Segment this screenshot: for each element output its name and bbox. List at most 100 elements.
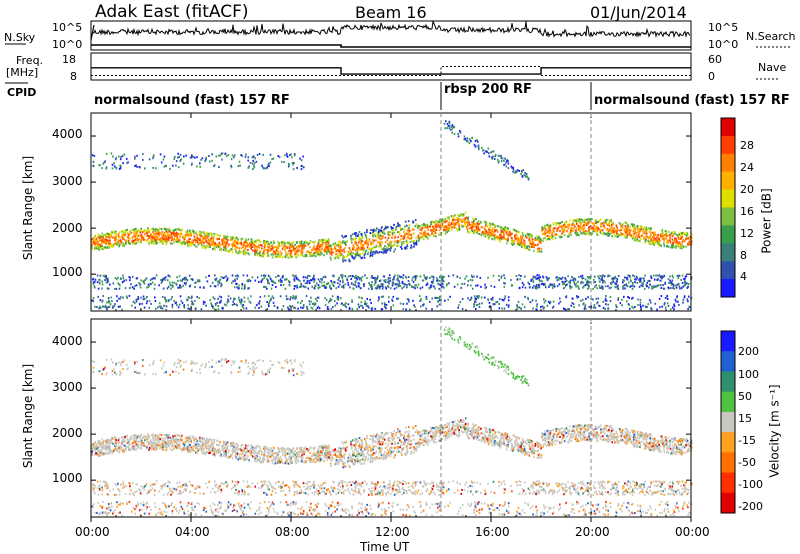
power-echo-point bbox=[120, 236, 123, 239]
power-echo-point bbox=[554, 227, 556, 230]
power-echo-point bbox=[352, 244, 355, 247]
power-echo-point bbox=[179, 286, 181, 288]
power-echo-point bbox=[284, 287, 287, 290]
power-echo-point bbox=[578, 287, 580, 290]
power-echo-point bbox=[118, 155, 120, 158]
power-echo-point bbox=[453, 222, 456, 225]
power-echo-point bbox=[607, 234, 609, 237]
power-echo-point bbox=[258, 252, 261, 254]
power-echo-point bbox=[601, 285, 603, 288]
power-echo-point bbox=[238, 250, 241, 253]
power-echo-point bbox=[392, 304, 395, 307]
power-echo-point bbox=[267, 274, 270, 277]
power-echo-point bbox=[329, 244, 332, 247]
power-echo-point bbox=[115, 233, 117, 236]
power-echo-point bbox=[424, 223, 426, 226]
power-echo-point bbox=[559, 300, 562, 303]
power-echo-point bbox=[204, 160, 206, 163]
power-echo-point bbox=[531, 235, 533, 238]
power-echo-point bbox=[186, 231, 189, 234]
power-echo-point bbox=[213, 247, 216, 250]
power-echo-point bbox=[610, 230, 613, 233]
power-echo-point bbox=[660, 244, 662, 247]
power-echo-point bbox=[215, 277, 218, 280]
power-echo-point bbox=[332, 283, 334, 286]
power-echo-point bbox=[407, 298, 410, 301]
power-echo-point bbox=[494, 234, 496, 236]
power-echo-point bbox=[189, 231, 192, 234]
power-echo-point bbox=[554, 234, 556, 236]
power-echo-point bbox=[200, 231, 203, 234]
power-echo-point bbox=[342, 236, 344, 239]
power-echo-point bbox=[143, 297, 146, 300]
power-echo-point bbox=[365, 235, 367, 238]
power-echo-point bbox=[251, 276, 254, 279]
power-echo-point bbox=[601, 279, 603, 282]
power-echo-point bbox=[98, 164, 101, 167]
power-echo-point bbox=[279, 281, 282, 284]
power-echo-point bbox=[616, 287, 619, 290]
power-echo-point bbox=[367, 305, 369, 308]
power-echo-point bbox=[576, 218, 579, 221]
power-echo-point bbox=[541, 225, 543, 228]
power-echo-point bbox=[580, 231, 582, 234]
power-echo-point bbox=[510, 239, 513, 242]
power-echo-point bbox=[391, 284, 394, 287]
power-echo-point bbox=[549, 226, 552, 229]
power-echo-point bbox=[182, 277, 185, 280]
power-echo-point bbox=[626, 227, 628, 229]
power-echo-point bbox=[101, 280, 103, 283]
power-echo-point bbox=[130, 231, 133, 234]
power-echo-point bbox=[548, 237, 551, 239]
power-echo-point bbox=[321, 252, 323, 255]
power-echo-point bbox=[151, 234, 153, 237]
power-echo-point bbox=[443, 122, 446, 125]
power-echo-point bbox=[120, 155, 122, 158]
power-echo-point bbox=[470, 140, 472, 143]
power-echo-point bbox=[114, 287, 116, 290]
power-echo-point bbox=[585, 297, 587, 300]
power-echo-point bbox=[267, 163, 270, 166]
power-echo-point bbox=[162, 287, 165, 290]
power-echo-point bbox=[204, 246, 207, 249]
power-echo-point bbox=[178, 303, 181, 306]
power-echo-point bbox=[430, 284, 432, 287]
power-echo-point bbox=[615, 304, 617, 307]
power-echo-point bbox=[114, 165, 116, 168]
power-echo-point bbox=[491, 229, 493, 232]
power-echo-point bbox=[626, 222, 628, 225]
power-echo-point bbox=[521, 286, 524, 289]
power-echo-point bbox=[355, 241, 358, 244]
power-echo-point bbox=[136, 277, 138, 280]
power-echo-point bbox=[247, 279, 249, 282]
power-echo-point bbox=[292, 242, 294, 245]
power-echo-point bbox=[444, 232, 447, 235]
power-echo-point bbox=[282, 246, 285, 249]
power-echo-point bbox=[223, 234, 225, 237]
power-echo-point bbox=[549, 283, 552, 286]
power-echo-point bbox=[366, 241, 369, 244]
power-echo-point bbox=[428, 286, 431, 289]
power-echo-point bbox=[91, 241, 93, 244]
power-echo-point bbox=[462, 213, 464, 216]
power-echo-point bbox=[275, 255, 278, 258]
power-echo-point bbox=[520, 275, 522, 277]
power-echo-point bbox=[570, 224, 573, 226]
power-echo-point bbox=[603, 232, 605, 235]
power-echo-point bbox=[640, 306, 642, 308]
power-echo-point bbox=[176, 235, 178, 238]
power-echo-point bbox=[105, 304, 107, 307]
power-echo-point bbox=[193, 230, 195, 233]
power-echo-point bbox=[392, 229, 395, 232]
power-echo-point bbox=[388, 234, 390, 237]
power-echo-point bbox=[249, 161, 252, 164]
power-echo-point bbox=[391, 298, 393, 301]
power-echo-point bbox=[243, 242, 246, 245]
power-echo-point bbox=[680, 237, 682, 240]
power-echo-point bbox=[596, 226, 598, 229]
power-echo-point bbox=[191, 303, 193, 306]
power-echo-point bbox=[168, 299, 170, 302]
power-echo-point bbox=[592, 298, 594, 301]
power-echo-point bbox=[545, 286, 547, 289]
power-echo-point bbox=[166, 232, 169, 235]
